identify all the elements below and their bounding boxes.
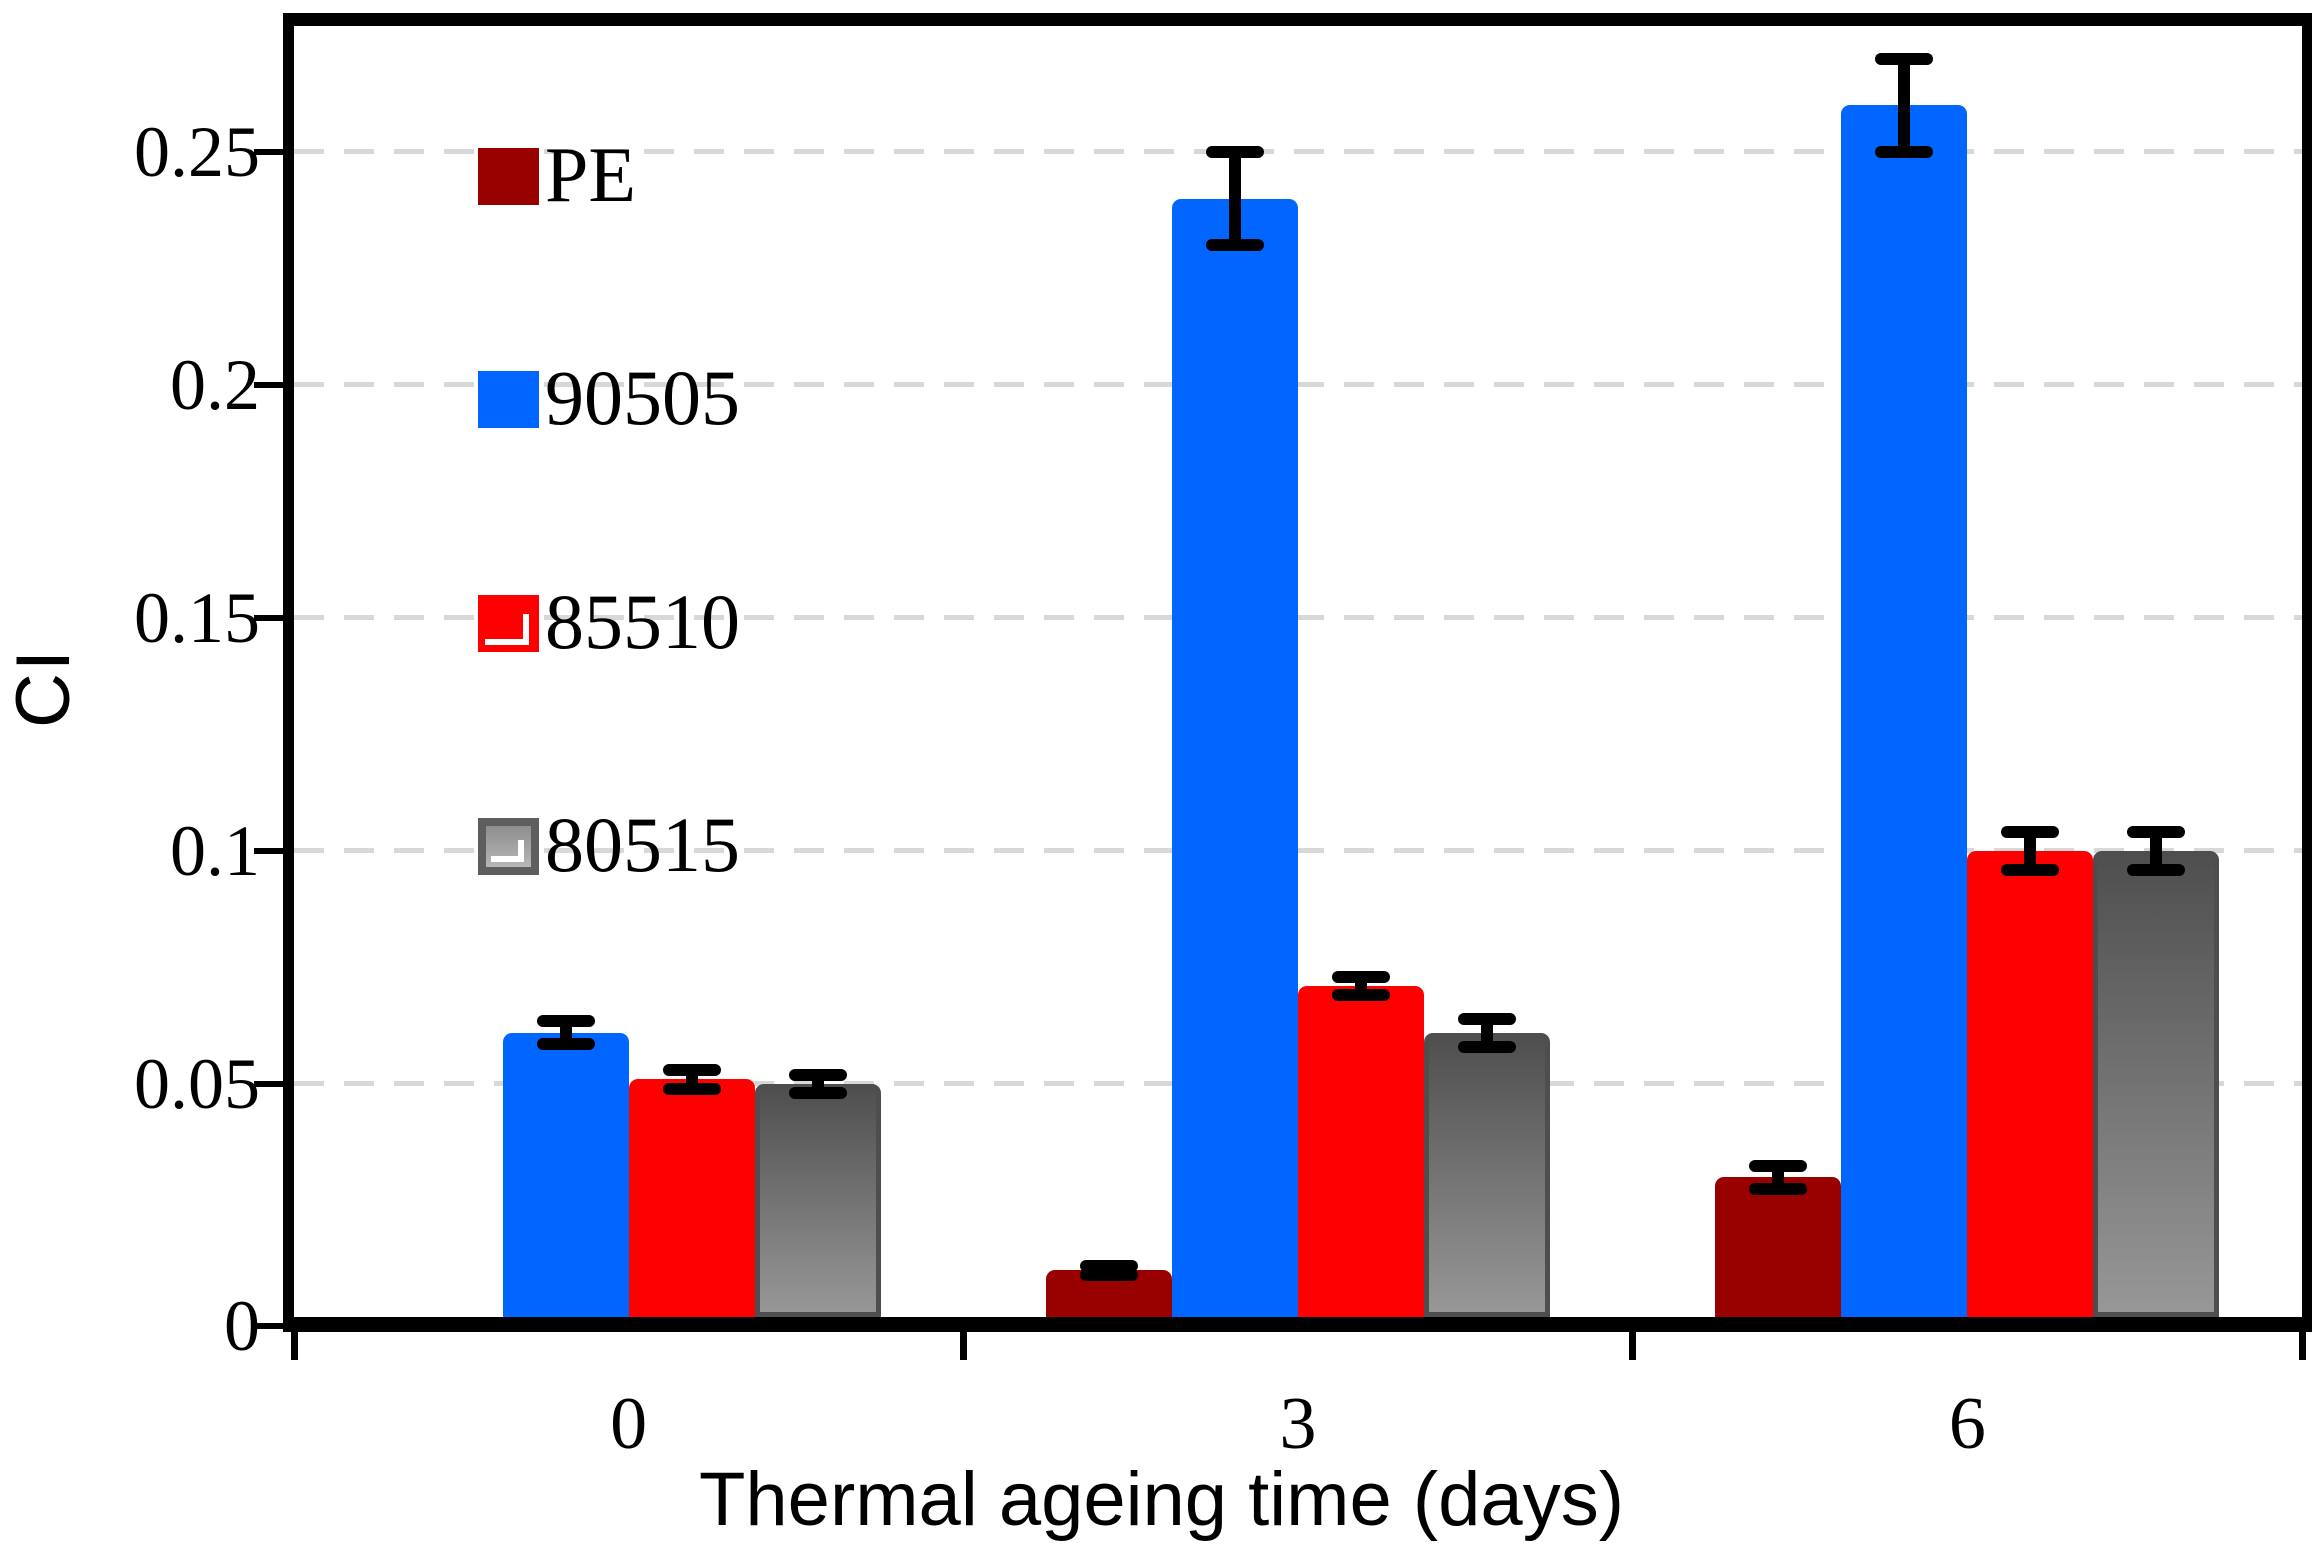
legend-label-PE: PE bbox=[545, 131, 637, 218]
legend-swatch-90505 bbox=[478, 371, 539, 428]
legend-label-90505: 90505 bbox=[545, 354, 740, 441]
error-bar-cap-bottom-80515-day6 bbox=[2127, 863, 2186, 876]
error-bar-stem-85510-day6 bbox=[2024, 832, 2037, 870]
error-bar-cap-bottom-PE-day3 bbox=[1080, 1269, 1139, 1282]
error-bar-cap-bottom-90505-day3 bbox=[1206, 239, 1265, 252]
legend-swatch-PE bbox=[478, 148, 539, 205]
error-bar-stem-80515-day6 bbox=[2150, 832, 2163, 870]
y-tick-label-0: 0 bbox=[224, 1286, 260, 1366]
y-axis-tick-0.15 bbox=[254, 615, 284, 621]
error-bar-cap-top-80515-day0 bbox=[788, 1068, 847, 1081]
error-bar-cap-bottom-85510-day6 bbox=[2001, 863, 2060, 876]
x-axis-tick-3 bbox=[2298, 1332, 2306, 1360]
y-tick-label-0.15: 0.15 bbox=[134, 578, 260, 658]
error-bar-cap-top-PE-day6 bbox=[1749, 1159, 1808, 1172]
plot-area bbox=[283, 13, 2312, 1332]
x-axis-tick-0 bbox=[290, 1332, 298, 1360]
x-tick-label-3: 3 bbox=[1279, 1383, 1317, 1465]
y-tick-label-0.1: 0.1 bbox=[170, 811, 260, 891]
legend-label-80515: 80515 bbox=[545, 801, 740, 888]
legend-swatch-85510 bbox=[478, 595, 539, 652]
error-bar-cap-bottom-90505-day6 bbox=[1875, 146, 1934, 158]
legend-swatch-highlight-80515 bbox=[491, 839, 524, 863]
bar-PE-day6 bbox=[1715, 1177, 1842, 1317]
error-bar-cap-top-80515-day3 bbox=[1458, 1012, 1517, 1025]
error-bar-stem-90505-day3 bbox=[1229, 152, 1242, 246]
x-axis-tick-2 bbox=[1629, 1332, 1637, 1360]
bar-85510-day6 bbox=[1967, 851, 2094, 1317]
error-bar-cap-top-PE-day3 bbox=[1080, 1259, 1139, 1272]
legend-swatch-80515 bbox=[478, 818, 539, 875]
error-bar-cap-top-90505-day3 bbox=[1206, 146, 1265, 158]
y-tick-label-0.25: 0.25 bbox=[134, 112, 260, 192]
x-axis-title: Thermal ageing time (days) bbox=[698, 1457, 1625, 1542]
bar-90505-day6 bbox=[1841, 105, 1968, 1317]
error-bar-cap-bottom-85510-day0 bbox=[662, 1082, 721, 1095]
bar-85510-day3 bbox=[1298, 986, 1425, 1317]
gridline-0.25 bbox=[294, 149, 2302, 154]
error-bar-cap-top-85510-day0 bbox=[662, 1064, 721, 1077]
x-axis-tick-1 bbox=[959, 1332, 967, 1360]
error-bar-cap-bottom-80515-day3 bbox=[1458, 1040, 1517, 1053]
error-bar-cap-top-80515-day6 bbox=[2127, 826, 2186, 839]
y-tick-label-0.2: 0.2 bbox=[170, 345, 260, 425]
legend-label-85510: 85510 bbox=[545, 578, 740, 665]
error-bar-cap-bottom-85510-day3 bbox=[1332, 989, 1391, 1002]
x-tick-label-0: 0 bbox=[610, 1383, 648, 1465]
bar-85510-day0 bbox=[628, 1079, 755, 1317]
error-bar-cap-top-90505-day0 bbox=[536, 1015, 595, 1028]
error-bar-stem-90505-day6 bbox=[1898, 58, 1911, 152]
bar-80515-day0 bbox=[754, 1084, 881, 1317]
error-bar-cap-top-90505-day6 bbox=[1875, 52, 1934, 65]
error-bar-cap-top-85510-day3 bbox=[1332, 970, 1391, 983]
bar-80515-day6 bbox=[2093, 851, 2220, 1317]
y-axis-tick-0.2 bbox=[254, 382, 284, 388]
y-tick-label-0.05: 0.05 bbox=[134, 1044, 260, 1124]
error-bar-cap-bottom-PE-day6 bbox=[1749, 1182, 1808, 1195]
x-tick-label-6: 6 bbox=[1948, 1383, 1986, 1465]
y-axis-tick-0.05 bbox=[254, 1081, 284, 1087]
y-axis-tick-0.1 bbox=[254, 848, 284, 854]
y-axis-tick-0 bbox=[254, 1323, 284, 1329]
y-axis-tick-0.25 bbox=[254, 149, 284, 155]
bar-80515-day3 bbox=[1424, 1032, 1551, 1317]
bar-90505-day0 bbox=[502, 1032, 629, 1317]
legend-swatch-highlight-85510 bbox=[485, 614, 530, 646]
error-bar-cap-bottom-90505-day0 bbox=[536, 1038, 595, 1051]
error-bar-stem-80515-day3 bbox=[1481, 1018, 1494, 1047]
bar-90505-day3 bbox=[1172, 198, 1299, 1317]
error-bar-cap-bottom-80515-day0 bbox=[788, 1087, 847, 1100]
error-bar-cap-top-85510-day6 bbox=[2001, 826, 2060, 839]
